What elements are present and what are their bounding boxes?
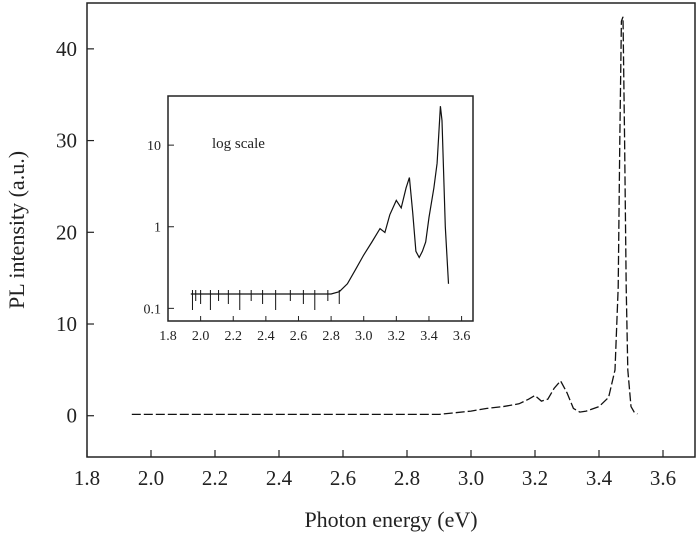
inset-x-tick-label: 2.4 [257, 329, 275, 344]
main-plot-frame [86, 2, 696, 458]
main-x-tick-label: 3.2 [522, 466, 548, 490]
main-y-tick-label: 20 [56, 220, 77, 244]
inset-x-tick-label: 2.8 [322, 329, 340, 344]
inset-noise-spikes [191, 289, 340, 310]
main-y-tick-label: 40 [56, 37, 77, 61]
main-x-tick-label: 3.4 [586, 466, 613, 490]
inset-x-tick-label: 3.2 [388, 329, 406, 344]
main-y-ticks: 0 10 20 30 40 [56, 37, 94, 428]
main-x-tick-label: 2.0 [138, 466, 164, 490]
main-y-axis-label: PL intensity (a.u.) [4, 151, 29, 309]
main-x-tick-label: 2.8 [394, 466, 420, 490]
main-y-tick-label: 30 [56, 129, 77, 153]
inset-y-ticks: 0.1 1 10 [144, 139, 174, 317]
main-x-tick-label: 3.0 [458, 466, 484, 490]
inset-chart: 1.8 2.0 2.2 2.4 2.6 2.8 3.0 3.2 3.4 3.6 0.1 1 10 lo… [144, 95, 474, 344]
inset-x-tick-label: 3.6 [453, 329, 471, 344]
main-x-axis-label: Photon energy (eV) [304, 507, 477, 532]
main-x-tick-label: 2.4 [266, 466, 293, 490]
main-x-tick-label: 3.6 [650, 466, 676, 490]
inset-x-tick-label: 3.4 [420, 329, 438, 344]
inset-x-tick-label: 3.0 [355, 329, 373, 344]
main-x-tick-label: 2.2 [202, 466, 228, 490]
main-y-tick-label: 10 [56, 312, 77, 336]
inset-x-tick-label: 1.8 [159, 329, 177, 344]
inset-spectrum-line [190, 106, 450, 295]
main-spectrum-line [131, 16, 638, 416]
inset-x-tick-label: 2.0 [192, 329, 210, 344]
inset-y-tick-label: 0.1 [144, 302, 162, 317]
inset-x-tick-label: 2.6 [290, 329, 308, 344]
main-chart: 1.8 2.0 2.2 2.4 2.6 2.8 3.0 3.2 3.4 3.6 0 10 20 30 40… [4, 2, 696, 532]
inset-y-tick-label: 10 [147, 139, 161, 154]
main-x-tick-label: 2.6 [330, 466, 356, 490]
main-y-tick-label: 0 [67, 404, 78, 428]
inset-y-tick-label: 1 [154, 221, 161, 236]
main-x-ticks: 1.8 2.0 2.2 2.4 2.6 2.8 3.0 3.2 3.4 3.6 [74, 450, 676, 490]
inset-plot-frame [167, 95, 474, 322]
main-x-tick-label: 1.8 [74, 466, 100, 490]
inset-scale-note: log scale [212, 136, 265, 152]
inset-x-tick-label: 2.2 [224, 329, 242, 344]
inset-x-ticks: 1.8 2.0 2.2 2.4 2.6 2.8 3.0 3.2 3.4 3.6 [159, 316, 470, 344]
